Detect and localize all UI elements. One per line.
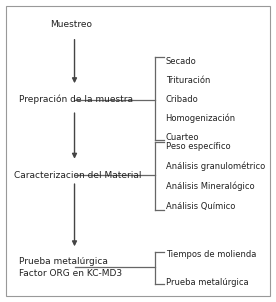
Text: Prepración de la muestra: Prepración de la muestra (19, 95, 133, 104)
Text: Cuarteo: Cuarteo (166, 133, 199, 142)
Text: Secado: Secado (166, 57, 196, 66)
Text: Caracterizacion del Material: Caracterizacion del Material (14, 171, 141, 180)
Text: Análisis granulométrico: Análisis granulométrico (166, 162, 265, 171)
Text: Muestreo: Muestreo (50, 20, 92, 29)
Text: Tiempos de molienda: Tiempos de molienda (166, 250, 256, 259)
Text: Trituración: Trituración (166, 76, 210, 85)
Text: Prueba metalúrgica
Factor ORG en KC-MD3: Prueba metalúrgica Factor ORG en KC-MD3 (19, 257, 123, 278)
Text: Peso específico: Peso específico (166, 142, 230, 151)
Text: Análisis Mineralógico: Análisis Mineralógico (166, 182, 254, 191)
Text: Prueba metalúrgica: Prueba metalúrgica (166, 278, 248, 287)
Text: Cribado: Cribado (166, 95, 198, 104)
Text: Análisis Químico: Análisis Químico (166, 202, 235, 211)
Text: Homogenización: Homogenización (166, 114, 236, 123)
